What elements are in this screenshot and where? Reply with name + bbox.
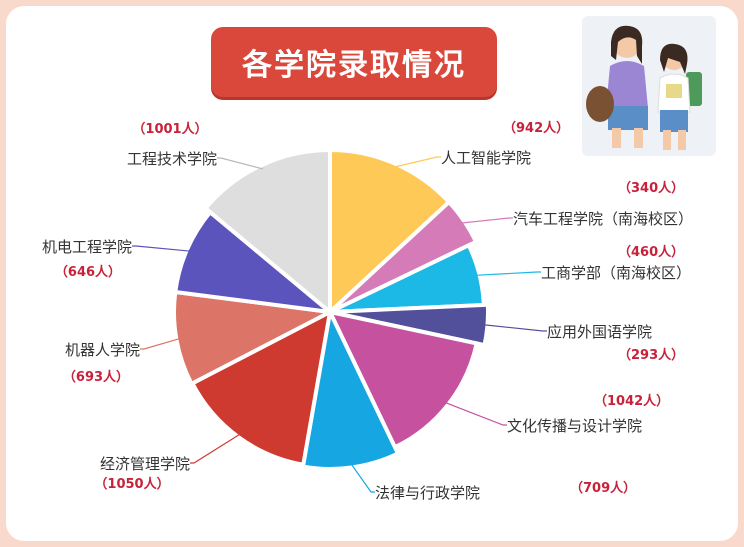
pie-slice [189,308,333,467]
pie-slice [202,147,332,317]
leader-line [190,433,241,464]
leader-line [393,156,441,168]
leader-line [350,463,375,493]
students-illustration [582,16,716,156]
title-banner: 各学院录取情况 [211,27,497,97]
slice-label: 法律与行政学院 [375,484,480,502]
pie-slice [328,199,479,314]
slice-value-label: （646人） [55,264,121,280]
pie-slice [300,305,401,471]
slice-label: 经济管理学院 [100,455,190,473]
pie-slice [328,147,452,317]
slice-label: 文化传播与设计学院 [507,417,642,435]
leader-line [460,217,513,224]
leader-line [444,401,507,426]
slice-label: 工程技术学院 [127,150,217,168]
slice-value-label: （709人） [570,480,636,496]
pie-slice [326,309,480,450]
slice-label: 汽车工程学院（南海校区） [513,210,693,228]
slice-value-label: （693人） [63,369,129,385]
slice-label: 应用外国语学院 [547,323,652,341]
page-title: 各学院录取情况 [242,48,466,83]
slice-value-label: （942人） [503,120,569,136]
leader-line [140,337,181,350]
slice-value-label: （1050人） [94,476,169,492]
slice-label: 工商学部（南海校区） [541,264,691,282]
leader-line [132,245,191,252]
slice-value-label: （340人） [618,180,684,196]
slice-label: 机器人学院 [65,341,140,359]
leader-line [475,271,541,276]
slice-value-label: （1042人） [594,393,669,409]
slice-label: 人工智能学院 [441,149,531,167]
leader-line [217,157,264,170]
slice-value-label: （460人） [618,244,684,260]
slice-value-label: （293人） [618,347,684,363]
students-icon [586,25,702,150]
slice-value-label: （1001人） [132,121,207,137]
leader-line [483,324,547,332]
slice-label: 机电工程学院 [42,238,132,256]
